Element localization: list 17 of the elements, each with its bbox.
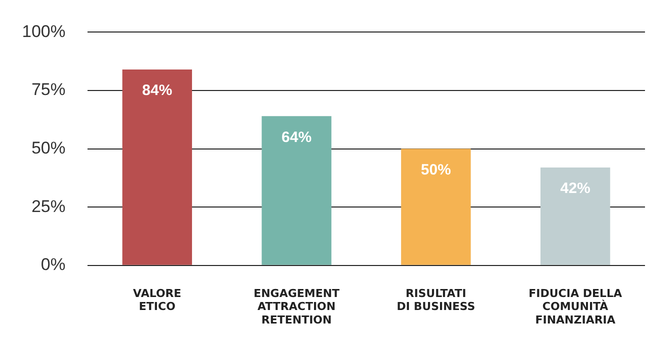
data-label: 64%	[282, 128, 312, 146]
x-tick-label: VALORE ETICO	[133, 286, 182, 314]
bar	[540, 167, 610, 265]
data-label: 84%	[142, 82, 172, 100]
data-label: 50%	[420, 161, 451, 178]
data-label: 42%	[560, 180, 590, 198]
y-tick-label: 0%	[40, 255, 66, 274]
y-tick-label: 75%	[31, 80, 66, 100]
x-tick-label: FIDUCIA DELLA COMUNITÀ FINANZIARIA	[528, 286, 622, 326]
x-tick-label: ENGAGEMENT ATTRACTION RETENTION	[254, 286, 340, 326]
bar	[262, 116, 332, 265]
y-tick-label: 25%	[31, 196, 66, 216]
y-tick-label: 50%	[31, 138, 66, 158]
bar	[122, 70, 192, 265]
y-tick-label: 100%	[22, 22, 66, 41]
bar	[401, 148, 471, 265]
x-tick-label: RISULTATI DI BUSINESS	[396, 286, 476, 314]
